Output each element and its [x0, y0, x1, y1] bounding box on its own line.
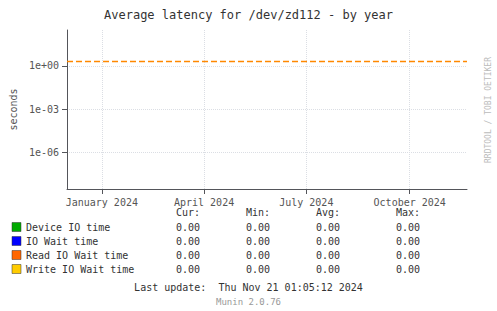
svg-text:0.00: 0.00 [396, 222, 420, 233]
svg-text:0.00: 0.00 [316, 264, 340, 275]
svg-text:Avg:: Avg: [316, 207, 340, 218]
svg-text:Average latency for /dev/zd112: Average latency for /dev/zd112 - by year [104, 8, 393, 22]
svg-text:0.00: 0.00 [246, 250, 270, 261]
svg-text:Read IO Wait time: Read IO Wait time [26, 250, 128, 261]
svg-text:1e-06: 1e-06 [29, 147, 59, 158]
svg-text:January 2024: January 2024 [66, 197, 138, 208]
svg-text:0.00: 0.00 [396, 236, 420, 247]
svg-text:0.00: 0.00 [316, 250, 340, 261]
svg-text:0.00: 0.00 [246, 264, 270, 275]
svg-text:0.00: 0.00 [176, 236, 200, 247]
svg-text:Min:: Min: [246, 207, 270, 218]
svg-text:IO Wait time: IO Wait time [26, 236, 98, 247]
svg-text:Max:: Max: [396, 207, 420, 218]
svg-text:Write IO Wait time: Write IO Wait time [26, 264, 134, 275]
svg-text:1e+00: 1e+00 [29, 60, 59, 71]
svg-text:July 2024: July 2024 [279, 197, 333, 208]
svg-text:0.00: 0.00 [396, 264, 420, 275]
svg-text:0.00: 0.00 [246, 222, 270, 233]
svg-text:0.00: 0.00 [176, 264, 200, 275]
svg-text:seconds: seconds [8, 88, 19, 130]
svg-text:1e-03: 1e-03 [29, 104, 59, 115]
svg-text:0.00: 0.00 [316, 222, 340, 233]
svg-text:0.00: 0.00 [396, 250, 420, 261]
svg-text:0.00: 0.00 [246, 236, 270, 247]
svg-text:Cur:: Cur: [176, 207, 200, 218]
svg-text:Munin 2.0.76: Munin 2.0.76 [216, 297, 281, 307]
svg-text:October 2024: October 2024 [374, 197, 446, 208]
svg-text:0.00: 0.00 [316, 236, 340, 247]
svg-text:April 2024: April 2024 [174, 197, 234, 208]
svg-text:0.00: 0.00 [176, 222, 200, 233]
svg-text:Device IO time: Device IO time [26, 222, 110, 233]
svg-text:RRDTOOL / TOBI OETIKER: RRDTOOL / TOBI OETIKER [484, 57, 493, 163]
svg-text:Last update: Thu Nov 21 01:05: Last update: Thu Nov 21 01:05:12 2024 [134, 282, 363, 293]
svg-text:0.00: 0.00 [176, 250, 200, 261]
